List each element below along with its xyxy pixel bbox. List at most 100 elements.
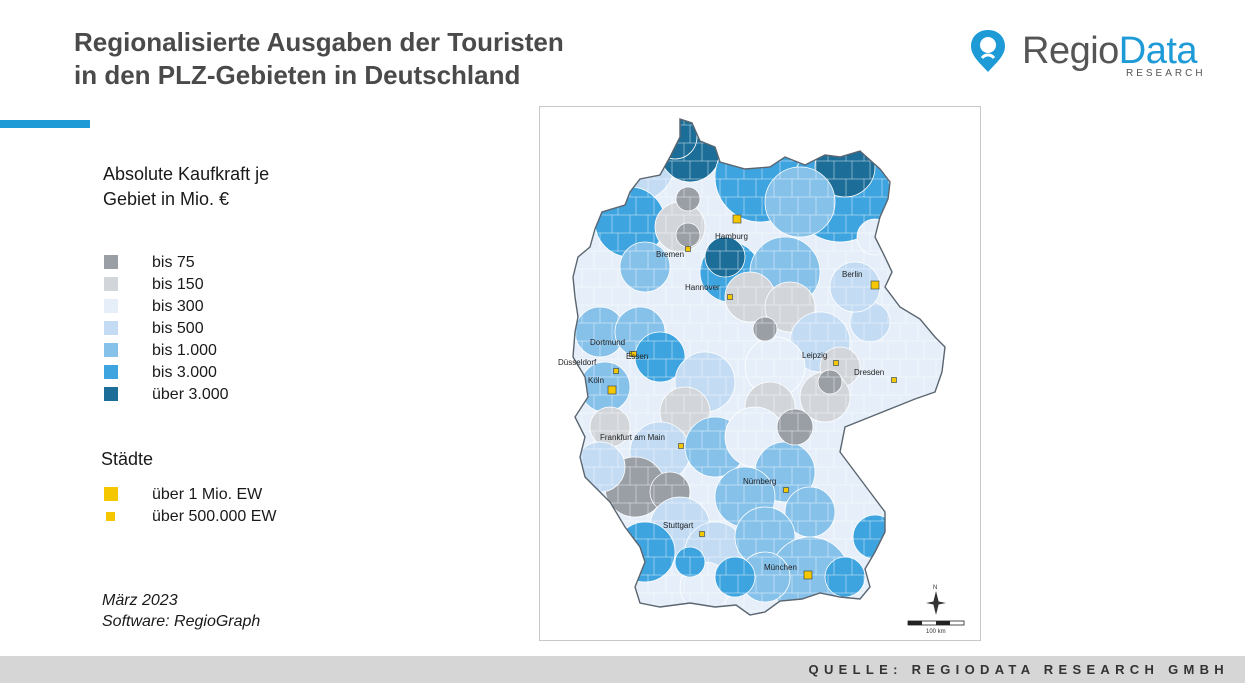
region-boundary xyxy=(599,124,619,144)
meta-info: März 2023 Software: RegioGraph xyxy=(102,590,260,632)
region-boundary xyxy=(780,629,798,640)
region-boundary xyxy=(978,521,980,539)
region-boundary xyxy=(935,466,945,486)
region-boundary xyxy=(905,592,925,612)
region-boundary xyxy=(899,430,919,450)
regiodata-logo: RegioData RESEARCH xyxy=(968,28,1218,80)
region-boundary xyxy=(546,305,564,323)
region-boundary xyxy=(611,610,631,615)
region-boundary xyxy=(972,503,980,521)
region-boundary xyxy=(816,629,834,640)
region-boundary xyxy=(954,107,972,125)
region-boundary xyxy=(540,323,558,341)
region-boundary xyxy=(972,323,980,341)
region-boundary xyxy=(762,629,780,640)
region-boundary xyxy=(887,520,907,540)
region-boundary xyxy=(573,610,577,615)
region-boundary xyxy=(744,629,762,640)
region-boundary xyxy=(941,340,945,360)
region-boundary xyxy=(719,610,739,615)
region-boundary xyxy=(546,629,564,640)
region-boundary xyxy=(941,268,945,288)
region-boundary xyxy=(845,119,865,126)
region-boundary xyxy=(960,161,978,179)
region-boundary xyxy=(923,268,943,288)
region-boundary xyxy=(941,448,945,468)
region-boundary xyxy=(954,143,972,161)
region-boundary xyxy=(575,502,595,522)
region-boundary xyxy=(972,215,980,233)
postcode-region xyxy=(776,408,814,446)
region-boundary xyxy=(827,119,847,126)
region-boundary xyxy=(665,610,685,615)
germany-map-svg: Hamburg Bremen Hannover Berlin DortmundEssen… xyxy=(540,107,980,640)
legend-title: Absolute Kaufkraft je Gebiet in Mio. € xyxy=(103,162,269,212)
region-boundary xyxy=(941,124,945,144)
postcode-region xyxy=(675,186,701,212)
region-boundary xyxy=(972,395,980,413)
region-boundary xyxy=(755,142,775,162)
region-boundary xyxy=(575,610,595,615)
region-boundary xyxy=(575,178,595,198)
region-boundary xyxy=(546,377,564,395)
region-boundary xyxy=(540,467,558,485)
region-boundary xyxy=(573,322,577,342)
logo-subtitle: RESEARCH xyxy=(1126,68,1206,79)
region-boundary xyxy=(573,466,577,486)
region-boundary xyxy=(941,232,945,252)
region-boundary xyxy=(935,286,945,306)
region-boundary xyxy=(954,575,972,593)
region-boundary xyxy=(960,413,978,431)
region-boundary xyxy=(573,232,583,252)
region-boundary xyxy=(954,251,972,269)
region-boundary xyxy=(863,466,883,486)
postcode-region xyxy=(634,331,686,383)
region-boundary xyxy=(978,485,980,503)
legend-label: bis 300 xyxy=(152,298,204,315)
region-boundary xyxy=(941,196,945,216)
region-boundary xyxy=(887,484,907,504)
region-boundary xyxy=(701,119,721,126)
cities-legend-label: über 1 Mio. EW xyxy=(152,486,263,503)
region-boundary xyxy=(540,611,558,629)
meta-date: März 2023 xyxy=(102,592,178,609)
city-label: Stuttgart xyxy=(663,521,694,530)
region-boundary xyxy=(798,629,816,640)
region-boundary xyxy=(573,250,577,270)
region-boundary xyxy=(917,119,937,126)
legend-swatch xyxy=(104,255,118,269)
region-boundary xyxy=(617,124,637,144)
region-boundary xyxy=(599,520,619,540)
postcode-region xyxy=(704,236,746,278)
region-boundary xyxy=(827,610,847,615)
city-marker xyxy=(833,360,839,366)
region-boundary xyxy=(905,268,925,288)
region-boundary xyxy=(573,142,577,162)
region-boundary xyxy=(573,160,583,180)
region-boundary xyxy=(870,629,888,640)
region-boundary xyxy=(972,107,980,125)
postcode-region xyxy=(714,556,756,598)
region-boundary xyxy=(672,629,690,640)
region-boundary xyxy=(845,610,865,615)
region-boundary xyxy=(905,196,925,216)
region-boundary xyxy=(978,161,980,179)
city-marker xyxy=(678,443,684,449)
region-boundary xyxy=(935,322,945,342)
region-boundary xyxy=(546,197,564,215)
city-label: Dortmund xyxy=(590,338,625,347)
region-boundary xyxy=(617,160,637,180)
region-boundary xyxy=(887,556,907,576)
region-boundary xyxy=(581,160,601,180)
city-size-swatch xyxy=(104,487,118,501)
region-boundary xyxy=(809,119,829,126)
region-boundary xyxy=(869,592,889,612)
region-boundary xyxy=(593,178,613,198)
region-boundary xyxy=(881,538,901,558)
region-boundary xyxy=(852,629,870,640)
region-boundary xyxy=(935,502,945,522)
region-boundary xyxy=(833,124,853,144)
region-boundary xyxy=(960,233,978,251)
region-boundary xyxy=(978,197,980,215)
region-boundary xyxy=(575,119,595,126)
